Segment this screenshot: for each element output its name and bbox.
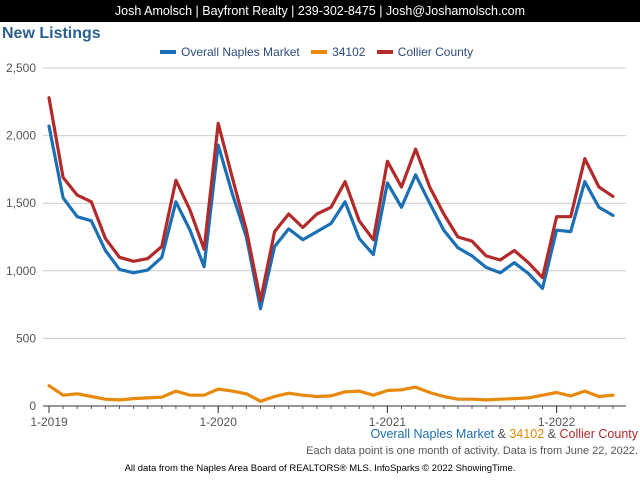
axes <box>43 405 626 413</box>
chart-legend: Overall Naples Market 34102 Collier Coun… <box>160 45 481 59</box>
x-tick-label: 1-2019 <box>30 415 68 429</box>
legend-swatch-34102 <box>311 49 328 54</box>
footer-legend-part: Collier County <box>559 427 638 441</box>
x-tick-label: 1-2022 <box>538 415 576 429</box>
legend-swatch-collier <box>376 49 393 54</box>
chart-title: New Listings <box>2 25 101 42</box>
header-bar: Josh Amolsch | Bayfront Realty | 239-302… <box>0 0 640 22</box>
y-tick-label: 2,500 <box>6 61 36 75</box>
x-tick-label: 1-2021 <box>369 415 407 429</box>
footer-series-legend: Overall Naples Market & 34102 & Collier … <box>370 427 638 441</box>
footer-legend-part: 34102 <box>509 427 545 441</box>
y-tick-label: 1,500 <box>6 196 36 210</box>
legend-label-naples: Overall Naples Market <box>181 45 300 59</box>
y-tick-label: 500 <box>16 331 36 345</box>
footer-legend-part: & <box>544 427 560 441</box>
footer-legend-part: Overall Naples Market <box>370 427 495 441</box>
footer-source: All data from the Naples Area Board of R… <box>124 463 516 474</box>
series-line-overall-naples-market <box>47 124 615 311</box>
series-line-34102 <box>47 384 615 403</box>
legend-item-collier[interactable]: Collier County <box>376 45 474 59</box>
footer-note: Each data point is one month of activity… <box>306 445 638 457</box>
y-tick-label: 2,000 <box>6 129 36 143</box>
legend-swatch-naples <box>160 49 176 54</box>
y-tick-label: 0 <box>29 399 36 413</box>
footer-legend-part: & <box>494 427 510 441</box>
legend-item-34102[interactable]: 34102 <box>311 45 365 59</box>
x-tick-label: 1-2020 <box>200 415 238 429</box>
legend-label-collier: Collier County <box>397 45 474 59</box>
series-line-collier-county <box>47 96 615 303</box>
tick-labels: 0 500 1,000 1,500 2,000 2,500 1-2019 1-2020 1-20… <box>6 61 576 429</box>
series-lines <box>47 96 615 403</box>
legend-item-naples[interactable]: Overall Naples Market <box>160 45 300 59</box>
legend-label-34102: 34102 <box>332 45 366 59</box>
y-tick-label: 1,000 <box>6 264 36 278</box>
